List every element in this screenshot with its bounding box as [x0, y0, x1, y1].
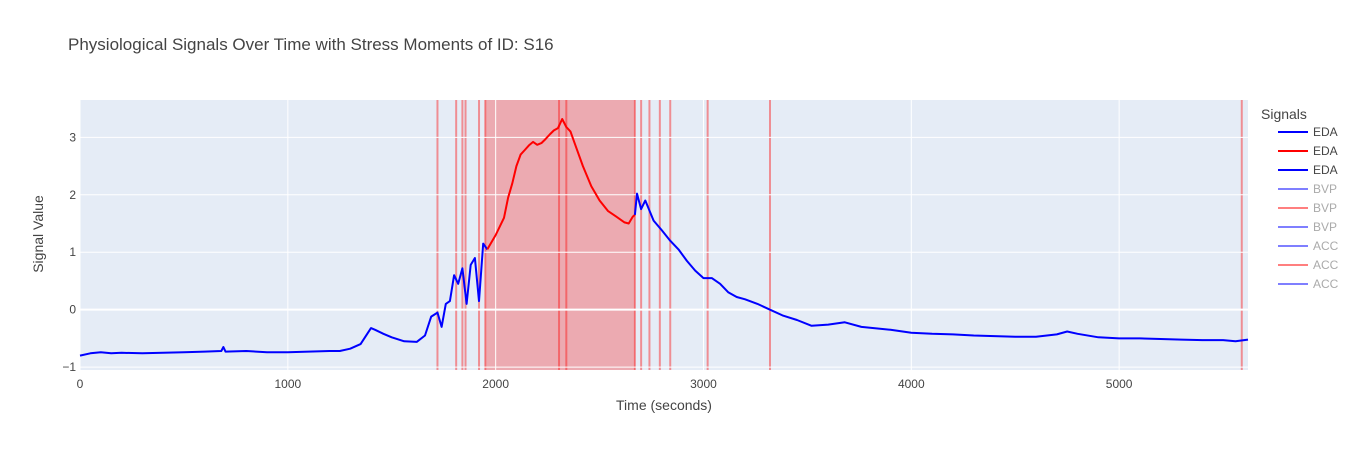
x-tick-label: 3000	[690, 377, 717, 391]
stress-regions	[436, 100, 1243, 370]
y-tick-label: 1	[69, 245, 76, 259]
legend-item[interactable]: BVP	[1278, 182, 1337, 196]
legend-label: ACC	[1313, 239, 1339, 253]
y-tick-label: 3	[69, 130, 76, 144]
legend-label: BVP	[1313, 182, 1337, 196]
legend-item[interactable]: ACC	[1278, 239, 1339, 253]
grid-lines	[79, 100, 1248, 370]
y-tick-label: 2	[69, 188, 76, 202]
y-tick-label: 0	[69, 303, 76, 317]
y-tick-label: −1	[62, 360, 76, 374]
plot-area	[80, 100, 1248, 370]
x-tick-label: 1000	[274, 377, 301, 391]
legend-label: EDA	[1313, 163, 1338, 177]
legend[interactable]: Signals EDA EDA EDA BVP BVP BVP ACC ACC ACC	[1261, 106, 1339, 291]
x-tick-label: 4000	[898, 377, 925, 391]
legend-label: ACC	[1313, 277, 1339, 291]
legend-label: ACC	[1313, 258, 1339, 272]
legend-item[interactable]: ACC	[1278, 277, 1339, 291]
y-axis-title: Signal Value	[30, 195, 46, 273]
x-tick-label: 0	[77, 377, 84, 391]
x-tick-label: 5000	[1106, 377, 1133, 391]
legend-item[interactable]: EDA	[1278, 125, 1338, 139]
x-tick-label: 2000	[482, 377, 509, 391]
series-line	[486, 118, 636, 250]
legend-label: BVP	[1313, 220, 1337, 234]
legend-label: EDA	[1313, 125, 1338, 139]
legend-item[interactable]: EDA	[1278, 163, 1338, 177]
x-axis-title: Time (seconds)	[616, 397, 712, 413]
series-lines	[79, 118, 1249, 357]
legend-title: Signals	[1261, 106, 1307, 122]
stress-region	[485, 100, 635, 370]
series-line	[633, 192, 1249, 343]
legend-label: EDA	[1313, 144, 1338, 158]
series-line	[79, 242, 489, 357]
legend-item[interactable]: ACC	[1278, 258, 1339, 272]
legend-item[interactable]: EDA	[1278, 144, 1338, 158]
legend-item[interactable]: BVP	[1278, 201, 1337, 215]
chart-title: Physiological Signals Over Time with Str…	[68, 35, 554, 54]
legend-item[interactable]: BVP	[1278, 220, 1337, 234]
legend-label: BVP	[1313, 201, 1337, 215]
